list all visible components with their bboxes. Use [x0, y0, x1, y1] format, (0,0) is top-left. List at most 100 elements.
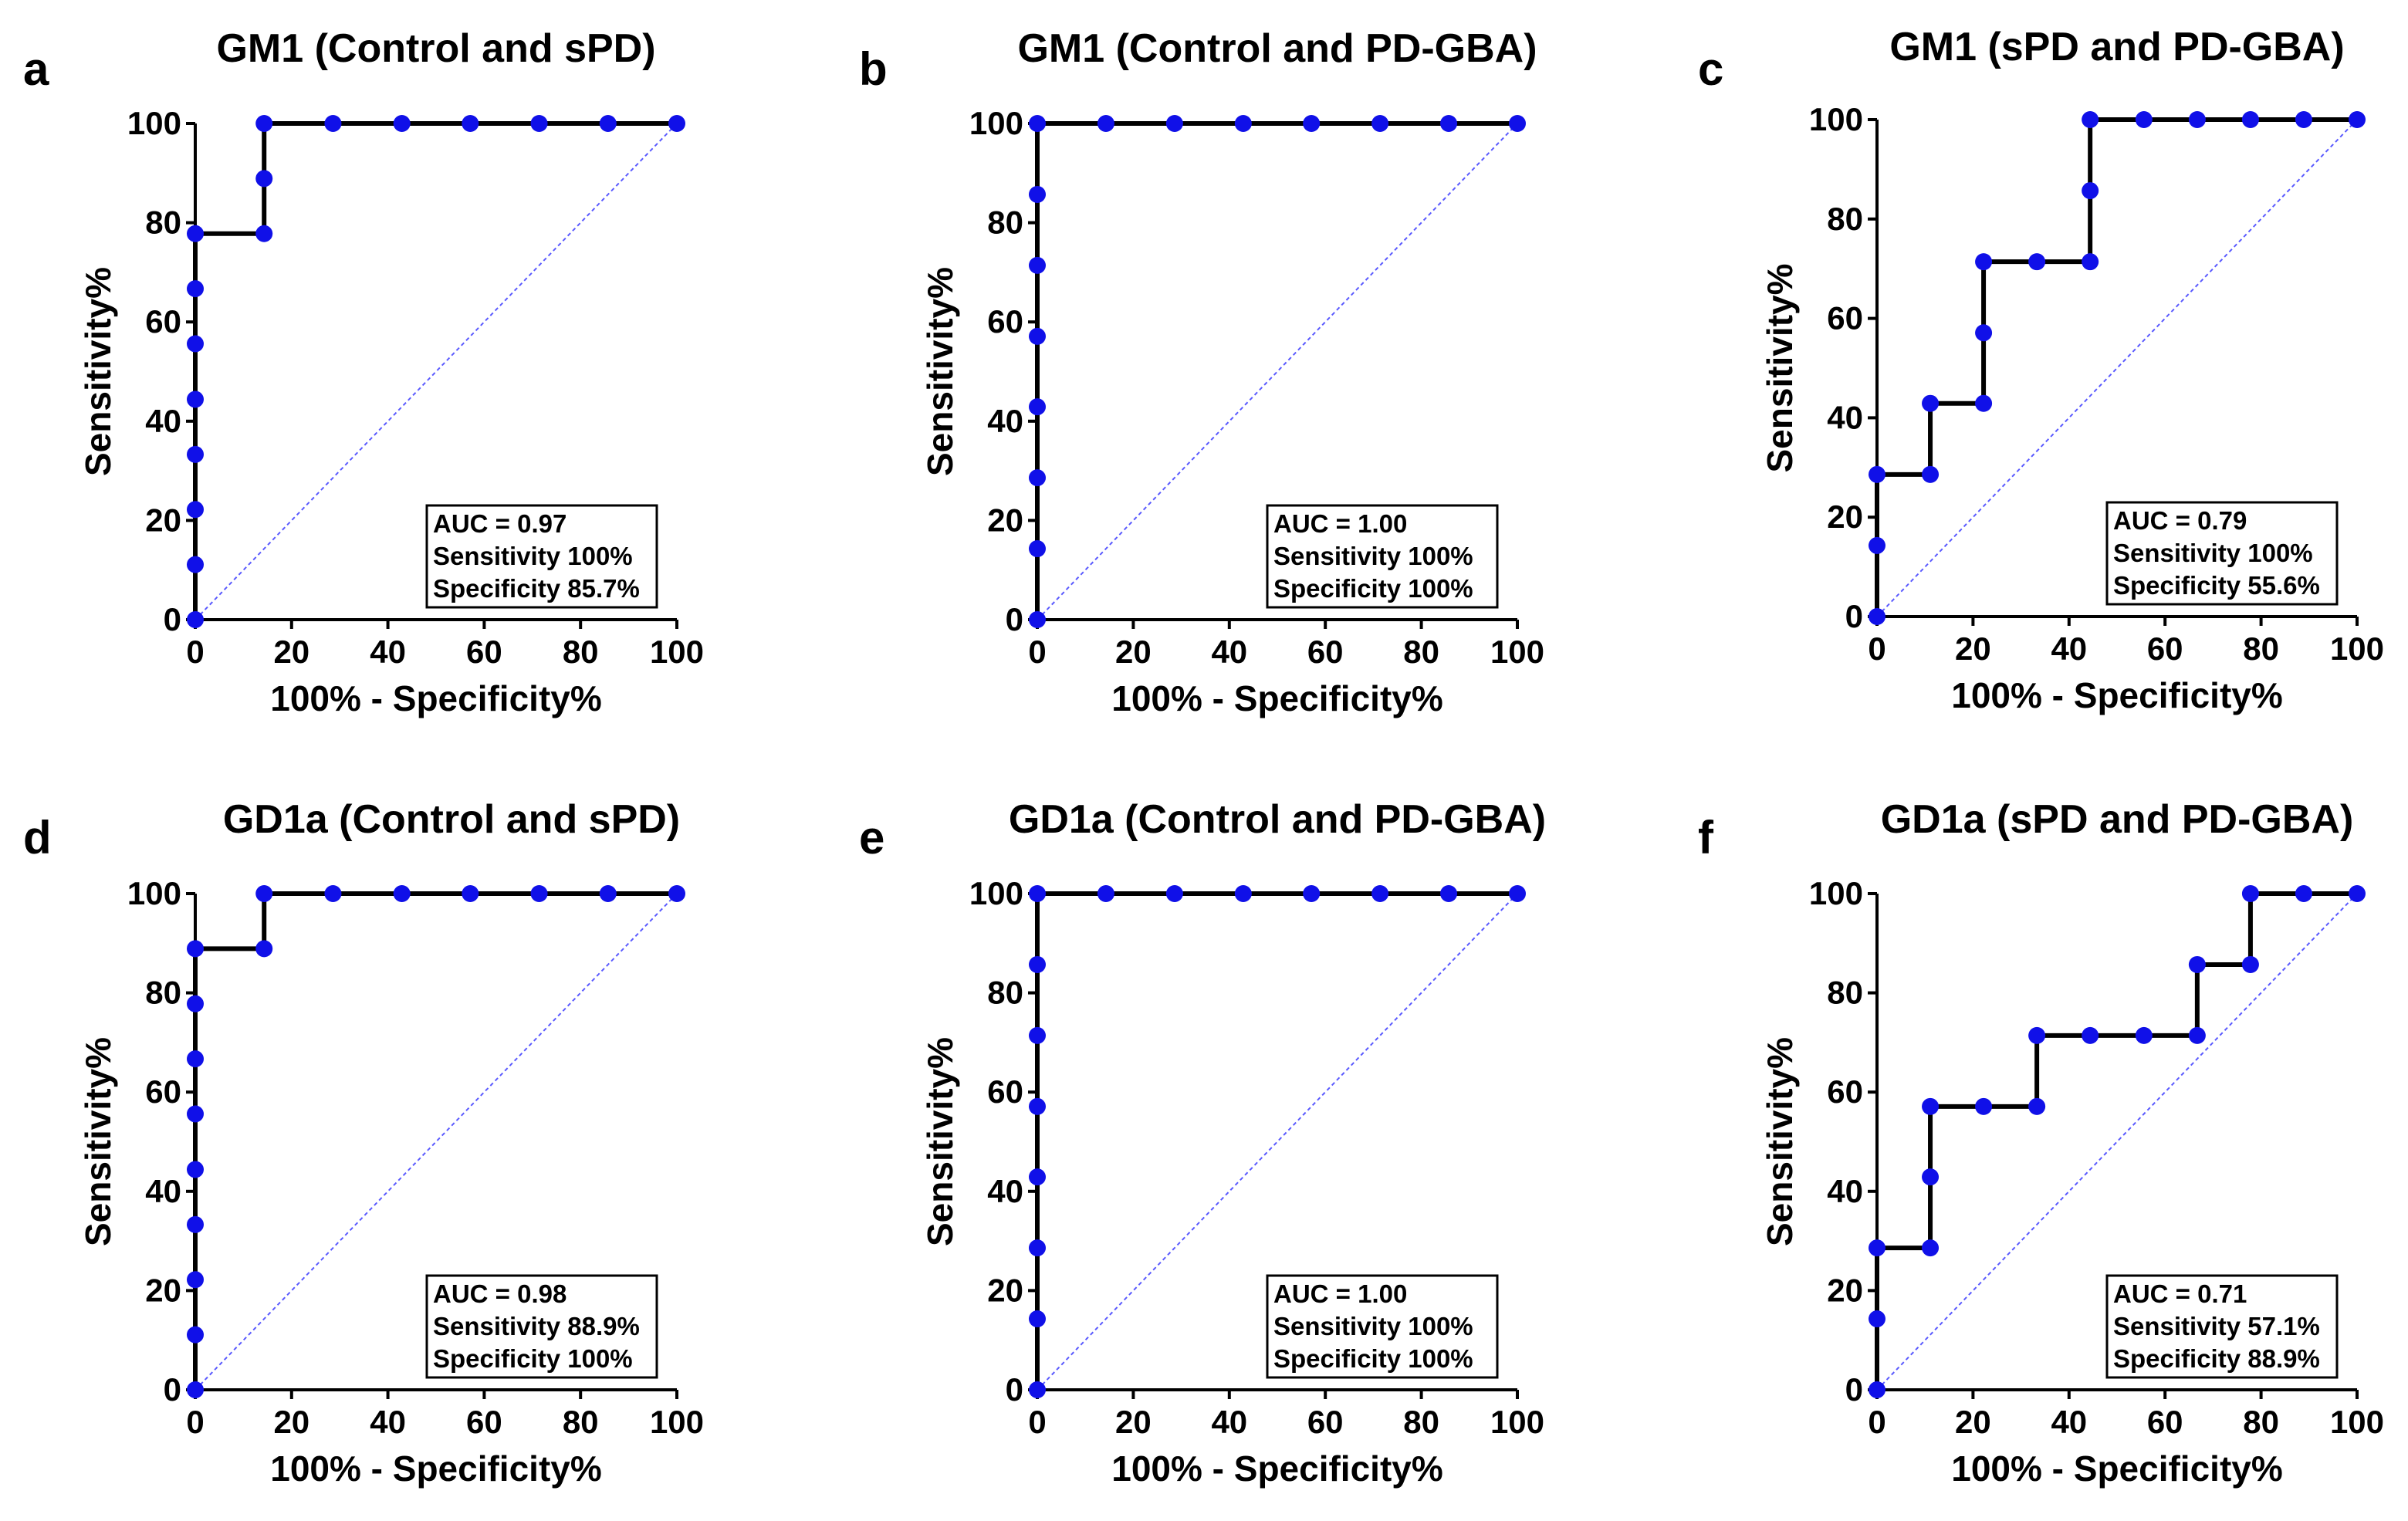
- roc-point: [187, 1105, 204, 1123]
- x-tick-label: 80: [1403, 634, 1439, 670]
- y-tick-label: 80: [987, 975, 1023, 1011]
- y-tick-label: 60: [987, 1073, 1023, 1110]
- x-tick-label: 100: [650, 634, 704, 670]
- panel-letter: b: [859, 43, 888, 95]
- y-tick-label: 80: [1827, 201, 1863, 237]
- roc-point: [1029, 1026, 1046, 1044]
- roc-point: [1029, 1097, 1046, 1115]
- roc-point: [599, 885, 617, 902]
- roc-point: [255, 115, 273, 132]
- x-tick-label: 100: [2330, 1404, 2384, 1440]
- y-tick-label: 60: [145, 1073, 181, 1110]
- legend-entry: AUC = 0.98: [433, 1279, 566, 1308]
- legend-box: AUC = 1.00 Sensitivity 100% Specificity 10…: [1266, 1274, 1499, 1379]
- roc-point: [2028, 1026, 2046, 1044]
- legend-entry: Specificity 85.7%: [433, 574, 640, 603]
- roc-point: [1440, 115, 1458, 132]
- y-axis-label: Sensitivity%: [1760, 1037, 1800, 1246]
- roc-point: [1975, 253, 1993, 271]
- roc-point: [2082, 1026, 2099, 1044]
- chart-title: GM1 (sPD and PD-GBA): [1889, 25, 2344, 69]
- y-tick-label: 20: [987, 502, 1023, 538]
- roc-point: [1922, 1239, 1940, 1257]
- x-tick-label: 40: [370, 1404, 406, 1440]
- roc-point: [187, 1271, 204, 1289]
- roc-point: [1869, 1381, 1885, 1398]
- y-tick-label: 20: [145, 502, 181, 538]
- x-tick-label: 20: [1115, 634, 1152, 670]
- roc-point: [2135, 1026, 2153, 1044]
- roc-point: [1029, 256, 1046, 274]
- roc-point: [1029, 469, 1046, 487]
- y-tick-label: 80: [1827, 975, 1863, 1011]
- roc-point: [1975, 324, 1993, 342]
- roc-point: [2188, 1026, 2206, 1044]
- roc-point: [1869, 1239, 1885, 1257]
- y-tick-label: 20: [1827, 1272, 1863, 1308]
- legend-entry: Specificity 100%: [1273, 574, 1473, 603]
- roc-point: [1029, 1239, 1046, 1257]
- roc-point: [187, 611, 204, 628]
- panel-letter: d: [23, 812, 52, 864]
- legend-box: AUC = 1.00 Sensitivity 100% Specificity 10…: [1266, 504, 1499, 609]
- roc-point: [1303, 885, 1321, 902]
- roc-point: [668, 885, 685, 902]
- x-tick-label: 100: [1490, 634, 1544, 670]
- roc-point: [1234, 115, 1252, 132]
- roc-point: [187, 1161, 204, 1178]
- legend-entry: Sensitivity 57.1%: [2113, 1312, 2320, 1340]
- x-tick-label: 40: [2051, 630, 2087, 667]
- y-tick-label: 80: [987, 204, 1023, 241]
- roc-point: [2135, 111, 2153, 128]
- roc-point: [1371, 115, 1389, 132]
- y-tick-label: 40: [145, 403, 181, 439]
- roc-point: [2241, 885, 2259, 902]
- roc-point: [1440, 885, 1458, 902]
- roc-point: [1975, 394, 1993, 412]
- legend-entry: Specificity 55.6%: [2113, 571, 2320, 600]
- legend-box: AUC = 0.71 Sensitivity 57.1% Specificity 8…: [2105, 1274, 2339, 1379]
- roc-point: [187, 390, 204, 408]
- y-axis-label: Sensitivity%: [920, 267, 960, 476]
- y-tick-label: 60: [145, 303, 181, 340]
- y-tick-label: 20: [1827, 499, 1863, 535]
- x-tick-label: 100: [2330, 630, 2384, 667]
- roc-point: [2082, 111, 2099, 128]
- x-tick-label: 60: [2147, 630, 2183, 667]
- legend-box: AUC = 0.97 Sensitivity 100% Specificity 85…: [425, 504, 658, 609]
- x-axis-label: 100% - Specificity%: [270, 1448, 602, 1489]
- x-tick-label: 0: [1868, 630, 1885, 667]
- chart-title: GM1 (Control and PD-GBA): [1017, 26, 1537, 71]
- roc-panel-c: c GM1 (sPD and PD-GBA) 0 20 40 60 80 100 0 20 40 60…: [1698, 25, 2384, 715]
- y-tick-label: 80: [145, 975, 181, 1011]
- y-tick-label: 100: [127, 105, 181, 141]
- y-axis-label: Sensitivity%: [1760, 264, 1800, 473]
- roc-point: [1869, 608, 1885, 625]
- y-tick-label: 20: [987, 1272, 1023, 1308]
- roc-point: [187, 280, 204, 298]
- legend-entry: Specificity 88.9%: [2113, 1344, 2320, 1373]
- x-tick-label: 20: [273, 634, 309, 670]
- roc-point: [1029, 327, 1046, 345]
- x-axis-label: 100% - Specificity%: [270, 678, 602, 718]
- x-tick-label: 80: [2243, 1404, 2279, 1440]
- roc-point: [2295, 111, 2312, 128]
- y-tick-label: 0: [164, 1371, 181, 1408]
- legend-frame: [425, 504, 658, 609]
- roc-point: [187, 445, 204, 463]
- panel-letter: c: [1698, 43, 1723, 95]
- roc-point: [187, 335, 204, 353]
- legend-entry: Specificity 100%: [1273, 1344, 1473, 1373]
- legend-frame: [2105, 501, 2339, 606]
- roc-point: [1509, 115, 1526, 132]
- x-tick-label: 0: [1028, 634, 1046, 670]
- x-axis-label: 100% - Specificity%: [1111, 1448, 1443, 1489]
- roc-point: [187, 995, 204, 1012]
- roc-point: [1922, 394, 1940, 412]
- roc-point: [2349, 885, 2366, 902]
- roc-point: [1097, 885, 1114, 902]
- roc-point: [187, 1215, 204, 1233]
- panel-letter: f: [1698, 812, 1714, 864]
- roc-point: [187, 225, 204, 242]
